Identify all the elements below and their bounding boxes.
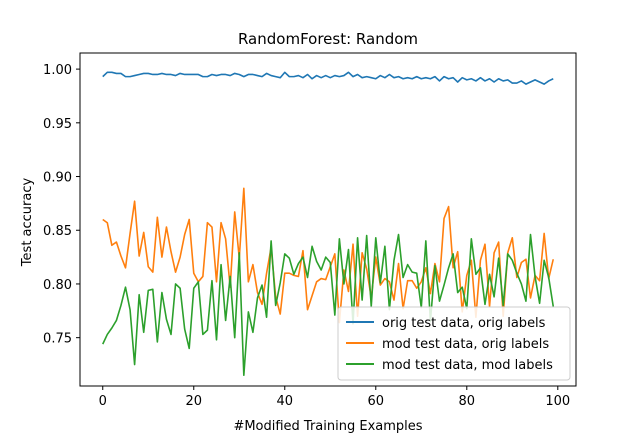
y-axis-label: Test accuracy [20, 178, 35, 268]
legend: orig test data, orig labels mod test data… [337, 306, 571, 381]
series-line-2 [102, 187, 555, 324]
y-tick-label: 0.75 [43, 332, 72, 347]
x-axis-label: #Modified Training Examples [233, 419, 422, 434]
series-layer [102, 71, 555, 377]
x-tick-label: 20 [185, 394, 202, 409]
plot-frame [79, 52, 577, 387]
legend-label: orig test data, orig labels [382, 316, 546, 331]
x-tick-label: 40 [276, 394, 293, 409]
legend-box [337, 306, 571, 381]
series-line-1 [102, 71, 554, 85]
legend-label: mod test data, mod labels [382, 358, 553, 373]
y-tick-label: 0.90 [43, 171, 72, 186]
y-tick-label: 0.85 [43, 224, 72, 239]
series-line-3 [102, 233, 555, 377]
legend-label: mod test data, orig labels [382, 337, 549, 352]
x-tick-label: 80 [459, 394, 476, 409]
y-tick-label: 0.80 [43, 278, 72, 293]
x-tick-label: 0 [99, 394, 107, 409]
x-tick-label: 100 [545, 394, 570, 409]
y-axis: 0.75 0.80 0.85 0.90 0.95 1.00 [43, 63, 80, 347]
x-axis: 0 20 40 60 80 100 [99, 386, 570, 409]
y-tick-label: 0.95 [43, 117, 72, 132]
chart-title: RandomForest: Random [238, 30, 418, 48]
x-tick-label: 60 [368, 394, 385, 409]
y-tick-label: 1.00 [43, 63, 72, 78]
